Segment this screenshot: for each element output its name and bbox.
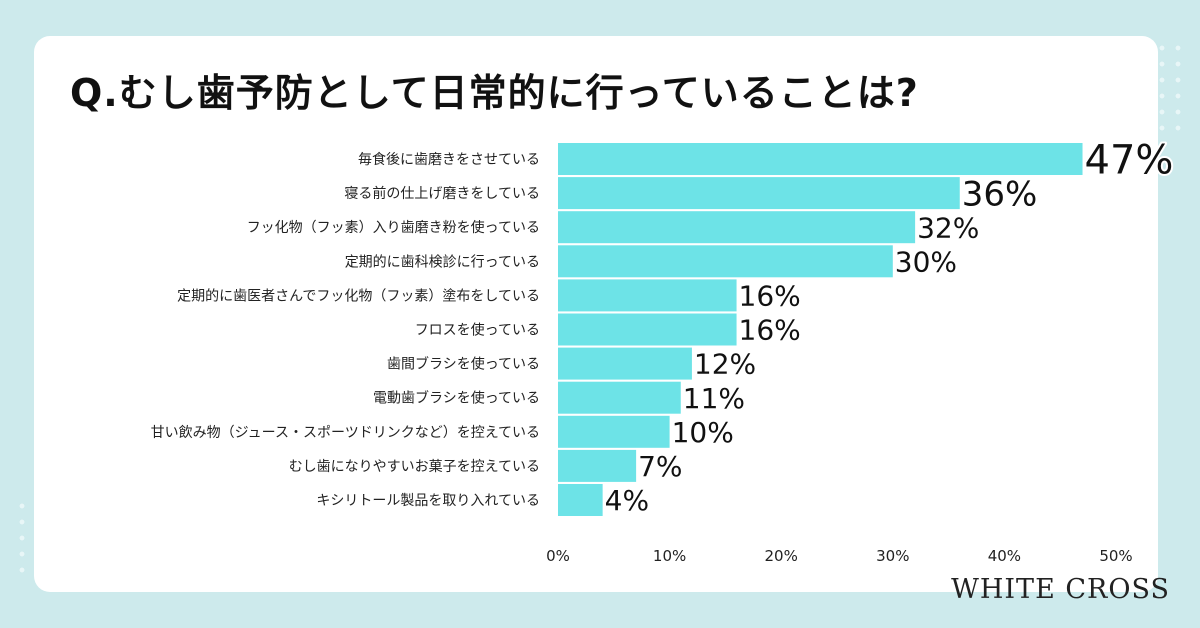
value-label-9: 10% [672,416,734,449]
category-label-8: 電動歯ブラシを使っている [373,390,540,407]
x-tick-label-0: 0% [546,547,570,565]
bar-9 [558,415,670,448]
category-label-7: 歯間ブラシを使っている [387,356,540,373]
value-label-8: 11% [683,382,745,415]
brand-logo-text: WHITE CROSS [951,574,1170,605]
x-tick-label-4: 40% [988,547,1021,565]
value-label-3: 32% [917,211,979,244]
category-label-1: 毎食後に歯磨きをさせている [358,151,540,168]
x-tick-label-2: 20% [765,547,798,565]
value-label-5: 16% [739,279,801,312]
value-label-7: 12% [694,348,756,381]
bar-2 [558,177,960,210]
value-label-10: 7% [638,450,682,483]
category-label-11: キシリトール製品を取り入れている [316,493,540,509]
bar-3 [558,211,916,244]
category-label-9: 甘い飲み物（ジュース・スポーツドリンクなど）を控えている [151,425,540,441]
page-title: Q.むし歯予防として日常的に行っていることは? [70,71,919,115]
category-label-4: 定期的に歯科検診に行っている [345,254,540,270]
x-tick-label-1: 10% [653,547,686,565]
x-tick-label-3: 30% [876,547,909,565]
value-label-4: 30% [895,245,957,278]
value-label-6: 16% [739,314,801,347]
category-label-5: 定期的に歯医者さんでフッ化物（フッ素）塗布をしている [177,287,540,304]
bar-11 [558,484,603,516]
bar-7 [558,347,692,380]
bar-1 [558,143,1083,175]
bar-6 [558,313,737,346]
bar-8 [558,381,681,414]
category-label-2: 寝る前の仕上げ磨きをしている [344,185,540,202]
value-label-1: 47% [1085,137,1174,183]
category-label-10: むし歯になりやすいお菓子を控えている [289,459,540,475]
bar-4 [558,245,893,278]
value-label-11: 4% [605,484,649,517]
bar-10 [558,449,637,482]
value-label-2: 36% [962,174,1038,214]
x-tick-label-5: 50% [1099,547,1132,565]
category-label-6: フロスを使っている [415,322,540,339]
bar-5 [558,279,737,312]
category-label-3: フッ化物（フッ素）入り歯磨き粉を使っている [247,219,540,236]
